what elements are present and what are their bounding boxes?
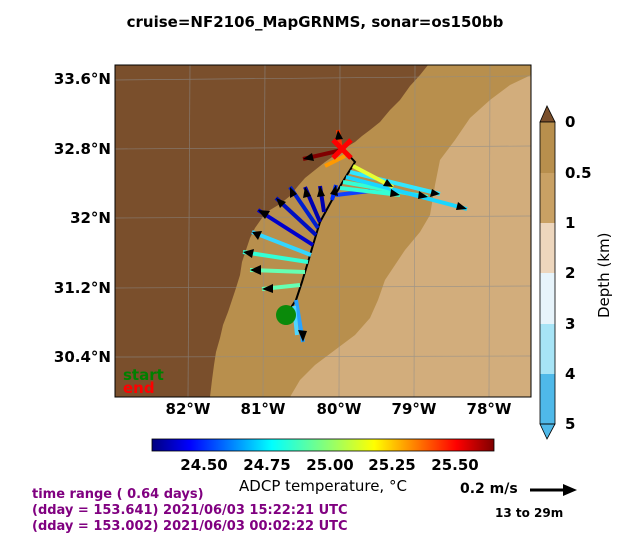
depth-tick-5: 5 — [565, 415, 576, 433]
depth-axis-label: Depth (km) — [595, 232, 613, 318]
temp-tick-25-00: 25.00 — [306, 456, 354, 474]
vector-heads — [243, 130, 467, 342]
end-marker — [331, 138, 353, 160]
lon-tick-79: 79°W — [391, 400, 437, 418]
depth-tick-0-5: 0.5 — [565, 164, 592, 182]
legend-start: start — [123, 366, 164, 384]
lat-tick-33-6: 33.6°N — [53, 70, 111, 88]
map-border — [114, 64, 532, 398]
lat-tick-31-2: 31.2°N — [53, 279, 111, 297]
scale-range: 13 to 29m — [495, 506, 564, 520]
depth-tick-1: 1 — [565, 214, 576, 232]
temp-tick-25-50: 25.50 — [431, 456, 479, 474]
lon-tick-81: 81°W — [240, 400, 286, 418]
temp-tick-24-75: 24.75 — [243, 456, 291, 474]
lon-tick-80: 80°W — [316, 400, 362, 418]
land-region — [115, 65, 428, 397]
depth-colorbar — [539, 105, 556, 440]
lon-tick-82: 82°W — [165, 400, 211, 418]
temp-tick-24-50: 24.50 — [180, 456, 228, 474]
scale-label: 0.2 m/s — [460, 481, 518, 497]
scale-arrow — [530, 484, 577, 496]
start-marker — [276, 305, 296, 325]
dday-end: (dday = 153.641) 2021/06/03 15:22:21 UTC — [32, 503, 348, 518]
temp-axis-label: ADCP temperature, °C — [239, 477, 407, 495]
lon-tick-78: 78°W — [466, 400, 512, 418]
depth-tick-2: 2 — [565, 264, 576, 282]
plot-title: cruise=NF2106_MapGRNMS, sonar=os150bb — [126, 13, 504, 31]
map-area — [115, 65, 531, 397]
lat-tick-32-8: 32.8°N — [53, 140, 111, 158]
dday-start: (dday = 153.002) 2021/06/03 00:02:22 UTC — [32, 519, 348, 534]
legend-end: end — [123, 379, 155, 397]
temperature-colorbar — [151, 438, 495, 452]
time-range: time range ( 0.64 days) — [32, 487, 204, 502]
lat-tick-30-4: 30.4°N — [53, 348, 111, 366]
depth-tick-0: 0 — [565, 113, 576, 131]
depth-tick-3: 3 — [565, 315, 576, 333]
graticule — [115, 65, 531, 397]
lat-tick-32: 32°N — [70, 209, 111, 227]
temp-tick-25-25: 25.25 — [368, 456, 416, 474]
depth-tick-4: 4 — [565, 365, 576, 383]
